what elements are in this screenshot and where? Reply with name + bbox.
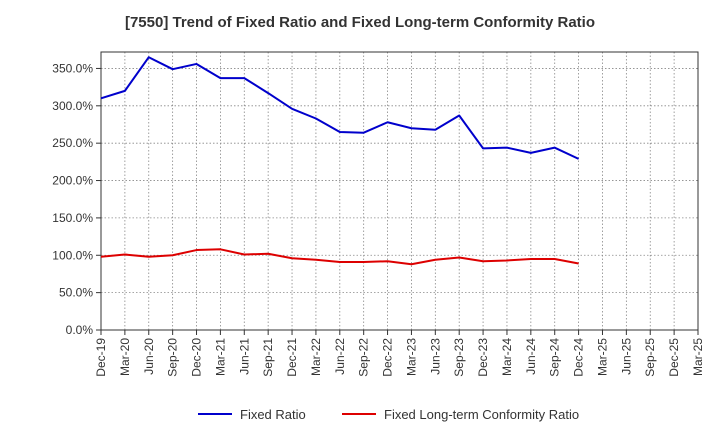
y-tick-label: 0.0% [66, 323, 94, 337]
x-tick-label: Jun-24 [524, 338, 538, 375]
y-tick-label: 50.0% [59, 286, 93, 300]
x-tick-label: Sep-22 [357, 338, 371, 377]
x-tick-label: Mar-24 [500, 338, 514, 376]
x-tick-label: Sep-25 [643, 338, 657, 377]
x-tick-label: Sep-23 [452, 338, 466, 377]
y-tick-label: 200.0% [52, 174, 93, 188]
grid-lines [100, 52, 699, 331]
x-tick-label: Dec-19 [94, 338, 108, 377]
x-tick-label: Sep-20 [166, 338, 180, 377]
x-tick-label: Jun-25 [619, 338, 633, 375]
x-tick-label: Mar-20 [118, 338, 132, 376]
y-tick-label: 150.0% [52, 211, 93, 225]
x-tick-label: Jun-21 [237, 338, 251, 375]
x-tick-label: Sep-21 [261, 338, 275, 377]
y-tick-label: 250.0% [52, 136, 93, 150]
chart-title: [7550] Trend of Fixed Ratio and Fixed Lo… [124, 14, 596, 31]
legend: Fixed Ratio Fixed Long-term Conformity Ra… [198, 407, 579, 422]
x-tick-label: Jun-20 [142, 338, 156, 375]
x-tick-label: Mar-22 [309, 338, 323, 376]
x-tick-label: Dec-23 [476, 338, 490, 377]
x-tick-label: Sep-24 [548, 338, 562, 377]
x-tick-label: Jun-22 [333, 338, 347, 375]
x-tick-label: Jun-23 [428, 338, 442, 375]
plot-frame [100, 51, 699, 331]
series-line-fixed-ratio [100, 56, 580, 160]
y-tick-label: 300.0% [52, 99, 93, 113]
series-lines [100, 56, 580, 266]
y-tick-label: 350.0% [52, 61, 93, 75]
x-tick-label: Mar-23 [404, 338, 418, 376]
series-line-fixed-long-term-conformity-ratio [100, 248, 579, 266]
y-tick-labels: 0.0% 50.0% 100.0% 150.0% 200.0% 250.0% 300.0% 3… [52, 61, 93, 337]
x-tick-labels: Dec-19 Mar-20 Jun-20 Sep-20 Dec-20 Mar-21 Jun-… [94, 338, 705, 377]
x-tick-label: Mar-25 [691, 338, 705, 376]
x-tick-label: Dec-21 [285, 338, 299, 377]
y-tick-label: 100.0% [52, 248, 93, 262]
x-tick-label: Mar-21 [213, 338, 227, 376]
legend-label: Fixed Long-term Conformity Ratio [384, 407, 579, 422]
x-tick-label: Dec-25 [667, 338, 681, 377]
x-tick-label: Dec-20 [190, 338, 204, 377]
legend-label: Fixed Ratio [240, 407, 306, 422]
axes [96, 51, 699, 335]
x-tick-label: Mar-25 [595, 338, 609, 376]
x-tick-label: Dec-24 [572, 338, 586, 377]
x-tick-label: Dec-22 [381, 338, 395, 377]
